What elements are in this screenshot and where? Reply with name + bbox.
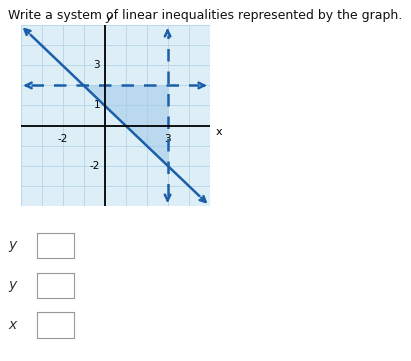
Text: y: y: [8, 278, 16, 292]
Text: 3: 3: [93, 60, 100, 70]
Polygon shape: [83, 86, 168, 166]
Text: 3: 3: [164, 134, 171, 144]
Text: x: x: [8, 318, 16, 332]
Text: x: x: [216, 127, 222, 136]
Text: -2: -2: [90, 161, 100, 171]
Text: y: y: [105, 13, 112, 23]
Text: y: y: [8, 239, 16, 252]
Text: Write a system of linear inequalities represented by the graph.: Write a system of linear inequalities re…: [8, 9, 402, 22]
Text: 1: 1: [93, 100, 100, 110]
Text: -2: -2: [58, 134, 68, 144]
